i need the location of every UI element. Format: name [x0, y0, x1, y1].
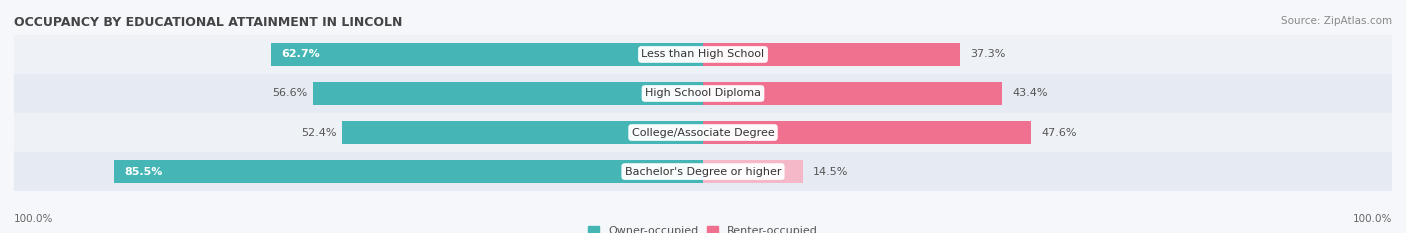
- Bar: [14, 35, 1392, 74]
- Text: OCCUPANCY BY EDUCATIONAL ATTAINMENT IN LINCOLN: OCCUPANCY BY EDUCATIONAL ATTAINMENT IN L…: [14, 16, 402, 29]
- Text: College/Associate Degree: College/Associate Degree: [631, 127, 775, 137]
- Text: 47.6%: 47.6%: [1042, 127, 1077, 137]
- Bar: [14, 113, 1392, 152]
- Bar: [14, 74, 1392, 113]
- Legend: Owner-occupied, Renter-occupied: Owner-occupied, Renter-occupied: [583, 221, 823, 233]
- Text: Bachelor's Degree or higher: Bachelor's Degree or higher: [624, 167, 782, 177]
- Bar: [114, 160, 703, 183]
- Bar: [703, 160, 803, 183]
- Text: High School Diploma: High School Diploma: [645, 89, 761, 99]
- Text: 14.5%: 14.5%: [813, 167, 849, 177]
- Text: 100.0%: 100.0%: [1353, 214, 1392, 224]
- Text: 37.3%: 37.3%: [970, 49, 1005, 59]
- Text: 43.4%: 43.4%: [1012, 89, 1047, 99]
- Text: Less than High School: Less than High School: [641, 49, 765, 59]
- Text: 85.5%: 85.5%: [124, 167, 163, 177]
- Bar: [14, 152, 1392, 191]
- Bar: [703, 43, 960, 66]
- Text: 62.7%: 62.7%: [281, 49, 321, 59]
- Bar: [271, 43, 703, 66]
- Bar: [342, 121, 703, 144]
- Text: Source: ZipAtlas.com: Source: ZipAtlas.com: [1281, 16, 1392, 26]
- Text: 100.0%: 100.0%: [14, 214, 53, 224]
- Bar: [703, 121, 1031, 144]
- Text: 56.6%: 56.6%: [273, 89, 308, 99]
- Text: 52.4%: 52.4%: [301, 127, 336, 137]
- Bar: [703, 82, 1002, 105]
- Bar: [314, 82, 703, 105]
